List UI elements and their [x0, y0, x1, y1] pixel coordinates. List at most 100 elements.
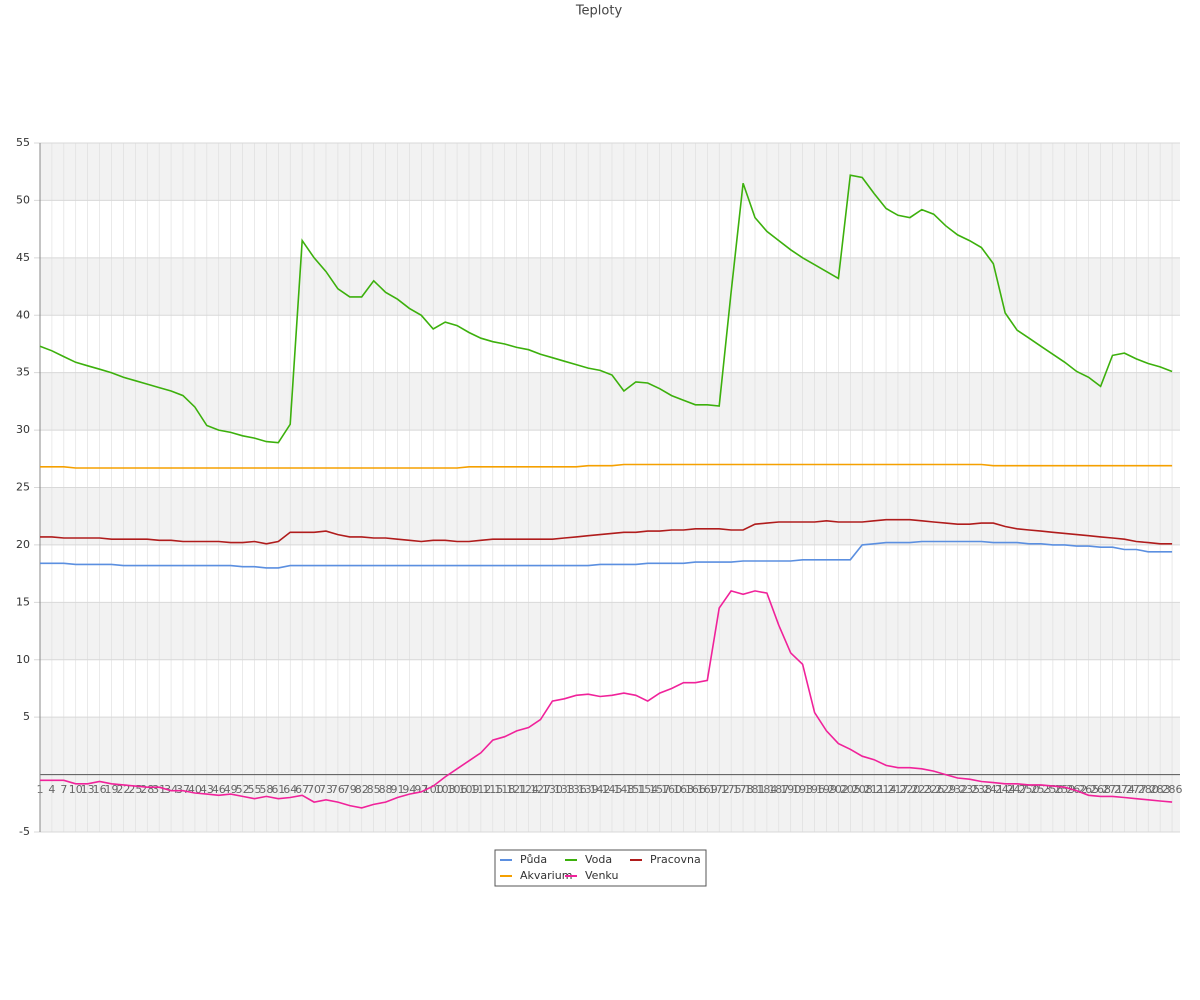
y-tick-label: -5: [19, 825, 30, 838]
x-tick-label: 112: [470, 783, 491, 796]
x-tick-label: 127: [530, 783, 551, 796]
x-tick-label: 232: [947, 783, 968, 796]
x-tick-label: 238: [971, 783, 992, 796]
y-tick-label: 10: [16, 653, 30, 666]
x-tick-label: 67: [295, 783, 309, 796]
series-line: [40, 589, 1173, 809]
chart-title: Teploty: [575, 4, 623, 19]
plot-band: [40, 372, 1180, 431]
x-tick-label: 121: [506, 783, 527, 796]
series-line: [40, 540, 1173, 569]
x-tick-label: 274: [1114, 783, 1135, 796]
x-tick-label: 220: [899, 783, 920, 796]
x-tick-label: 145: [601, 783, 622, 796]
x-tick-label: 175: [721, 783, 742, 796]
y-tick-label: 40: [16, 308, 30, 321]
legend-label: Akvarium: [520, 869, 572, 882]
legend-label: Venku: [585, 869, 618, 882]
series-line: [39, 174, 1173, 444]
x-tick-label: 163: [673, 783, 694, 796]
x-tick-label: 19: [104, 783, 118, 796]
x-tick-label: 103: [435, 783, 456, 796]
plot-band: [40, 143, 1180, 201]
y-tick-label: 30: [16, 423, 30, 436]
x-tick-label: 76: [331, 783, 345, 796]
lines: [39, 174, 1173, 809]
x-tick-label: 136: [566, 783, 587, 796]
plot-band: [40, 487, 1180, 545]
grid: [34, 142, 1180, 833]
x-tick-label: 160: [661, 783, 682, 796]
x-tick-label: 148: [613, 783, 634, 796]
x-tick-label: 4: [48, 783, 55, 796]
x-tick-label: 61: [271, 783, 285, 796]
legend: Půda Voda Pracovna Akvarium Venku: [494, 849, 707, 887]
x-tick-label: 124: [518, 783, 539, 796]
legend-box: [494, 849, 707, 887]
x-tick-label: 58: [259, 783, 273, 796]
x-tick-label: 151: [625, 783, 646, 796]
x-tick-label: 211: [864, 783, 885, 796]
x-tick-label: 43: [200, 783, 214, 796]
x-tick-label: 73: [319, 783, 333, 796]
legend-label: Pracovna: [650, 853, 701, 866]
x-tick-label: 226: [923, 783, 944, 796]
x-tick-label: 280: [1138, 783, 1159, 796]
x-tick-label: 49: [224, 783, 238, 796]
x-tick-label: 286: [1162, 783, 1183, 796]
x-tick-label: 235: [959, 783, 980, 796]
x-tick-label: 10: [69, 783, 83, 796]
x-tick-label: 250: [1019, 783, 1040, 796]
x-tick-label: 37: [176, 783, 190, 796]
x-tick-label: 172: [709, 783, 730, 796]
x-tick-label: 82: [355, 783, 369, 796]
x-tick-label: 184: [756, 783, 777, 796]
x-tick-label: 268: [1090, 783, 1111, 796]
y-tick-label: 45: [16, 251, 30, 264]
x-tick-label: 247: [1007, 783, 1028, 796]
x-tick-label: 7: [60, 783, 67, 796]
x-tick-label: 118: [494, 783, 515, 796]
axes: 1471013161922252831343740434649525558616…: [16, 136, 1183, 838]
y-tick-label: 20: [16, 538, 30, 551]
x-tick-label: 88: [379, 783, 393, 796]
x-tick-label: 253: [1030, 783, 1051, 796]
x-tick-label: 55: [247, 783, 261, 796]
x-tick-label: 169: [697, 783, 718, 796]
legend-label: Půda: [520, 853, 547, 866]
x-tick-label: 271: [1102, 783, 1123, 796]
x-tick-label: 109: [458, 783, 479, 796]
x-tick-label: 64: [283, 783, 297, 796]
x-tick-label: 190: [780, 783, 801, 796]
x-tick-label: 277: [1126, 783, 1147, 796]
x-tick-label: 142: [590, 783, 611, 796]
y-tick-label: 15: [16, 595, 30, 608]
x-tick-label: 196: [804, 783, 825, 796]
x-tick-label: 193: [792, 783, 813, 796]
x-tick-label: 22: [116, 783, 130, 796]
x-tick-label: 91: [390, 783, 404, 796]
x-tick-label: 130: [542, 783, 563, 796]
y-tick-label: 50: [16, 193, 30, 206]
legend-label: Voda: [585, 853, 612, 866]
x-tick-label: 229: [935, 783, 956, 796]
x-tick-label: 133: [554, 783, 575, 796]
x-tick-label: 34: [164, 783, 178, 796]
x-tick-label: 187: [768, 783, 789, 796]
x-tick-label: 52: [236, 783, 250, 796]
y-tick-label: 5: [23, 710, 30, 723]
x-tick-label: 223: [911, 783, 932, 796]
series-line: [40, 463, 1173, 469]
x-tick-label: 85: [367, 783, 381, 796]
x-tick-label: 154: [637, 783, 658, 796]
plot-band: [40, 257, 1180, 316]
x-tick-label: 139: [578, 783, 599, 796]
x-tick-label: 181: [744, 783, 765, 796]
x-tick-label: 70: [307, 783, 321, 796]
x-tick-label: 115: [482, 783, 503, 796]
x-tick-label: 157: [649, 783, 670, 796]
x-tick-label: 166: [685, 783, 706, 796]
y-tick-label: 35: [16, 366, 30, 379]
x-tick-label: 205: [840, 783, 861, 796]
